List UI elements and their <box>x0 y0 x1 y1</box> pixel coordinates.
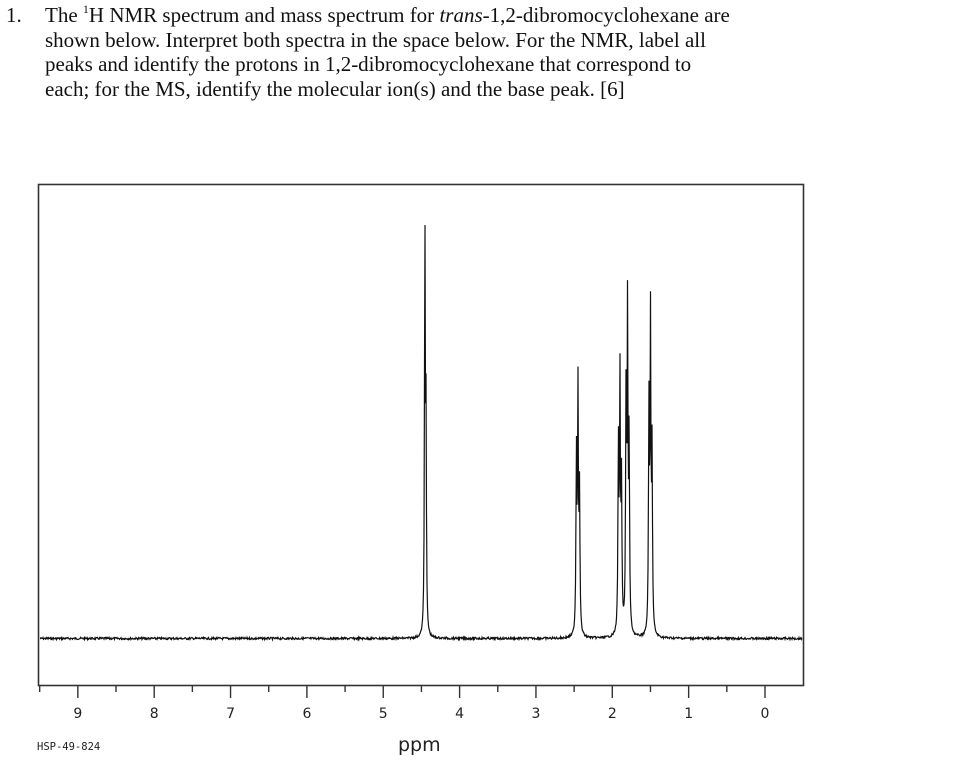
text-segment: The <box>45 3 83 27</box>
question-line-1: The 1H NMR spectrum and mass spectrum fo… <box>45 2 730 31</box>
tick-label: 5 <box>379 706 388 722</box>
x-axis-ticks <box>38 685 766 698</box>
tick-label: 1 <box>684 706 693 722</box>
question-line-3: peaks and identify the protons in 1,2-di… <box>45 52 692 77</box>
italic-trans: trans <box>439 3 483 27</box>
question-number: 1. <box>6 3 22 27</box>
tick-label: 0 <box>761 706 770 722</box>
superscript-1: 1 <box>82 2 89 16</box>
question-line-4: each; for the MS, identify the molecular… <box>45 76 625 101</box>
tick-label: 4 <box>455 706 464 722</box>
tick-label: 9 <box>73 706 82 722</box>
x-axis-title: ppm <box>398 734 441 756</box>
text-segment: H NMR spectrum and mass spectrum for <box>88 3 440 27</box>
spectrum-code-label: HSP-49-824 <box>37 741 100 753</box>
x-axis-tick-labels: 9 8 7 6 5 4 3 2 1 0 <box>73 706 769 722</box>
tick-label: 2 <box>608 706 617 722</box>
tick-label: 6 <box>302 706 311 722</box>
question-line-2: shown below. Interpret both spectra in t… <box>45 27 706 52</box>
text-segment: -1,2-dibromocyclohexane are <box>482 3 730 27</box>
tick-label: 3 <box>531 706 540 722</box>
spectrum-trace <box>39 224 803 642</box>
tick-label: 8 <box>150 706 159 722</box>
tick-label: 7 <box>226 706 235 722</box>
plot-frame <box>37 183 805 687</box>
